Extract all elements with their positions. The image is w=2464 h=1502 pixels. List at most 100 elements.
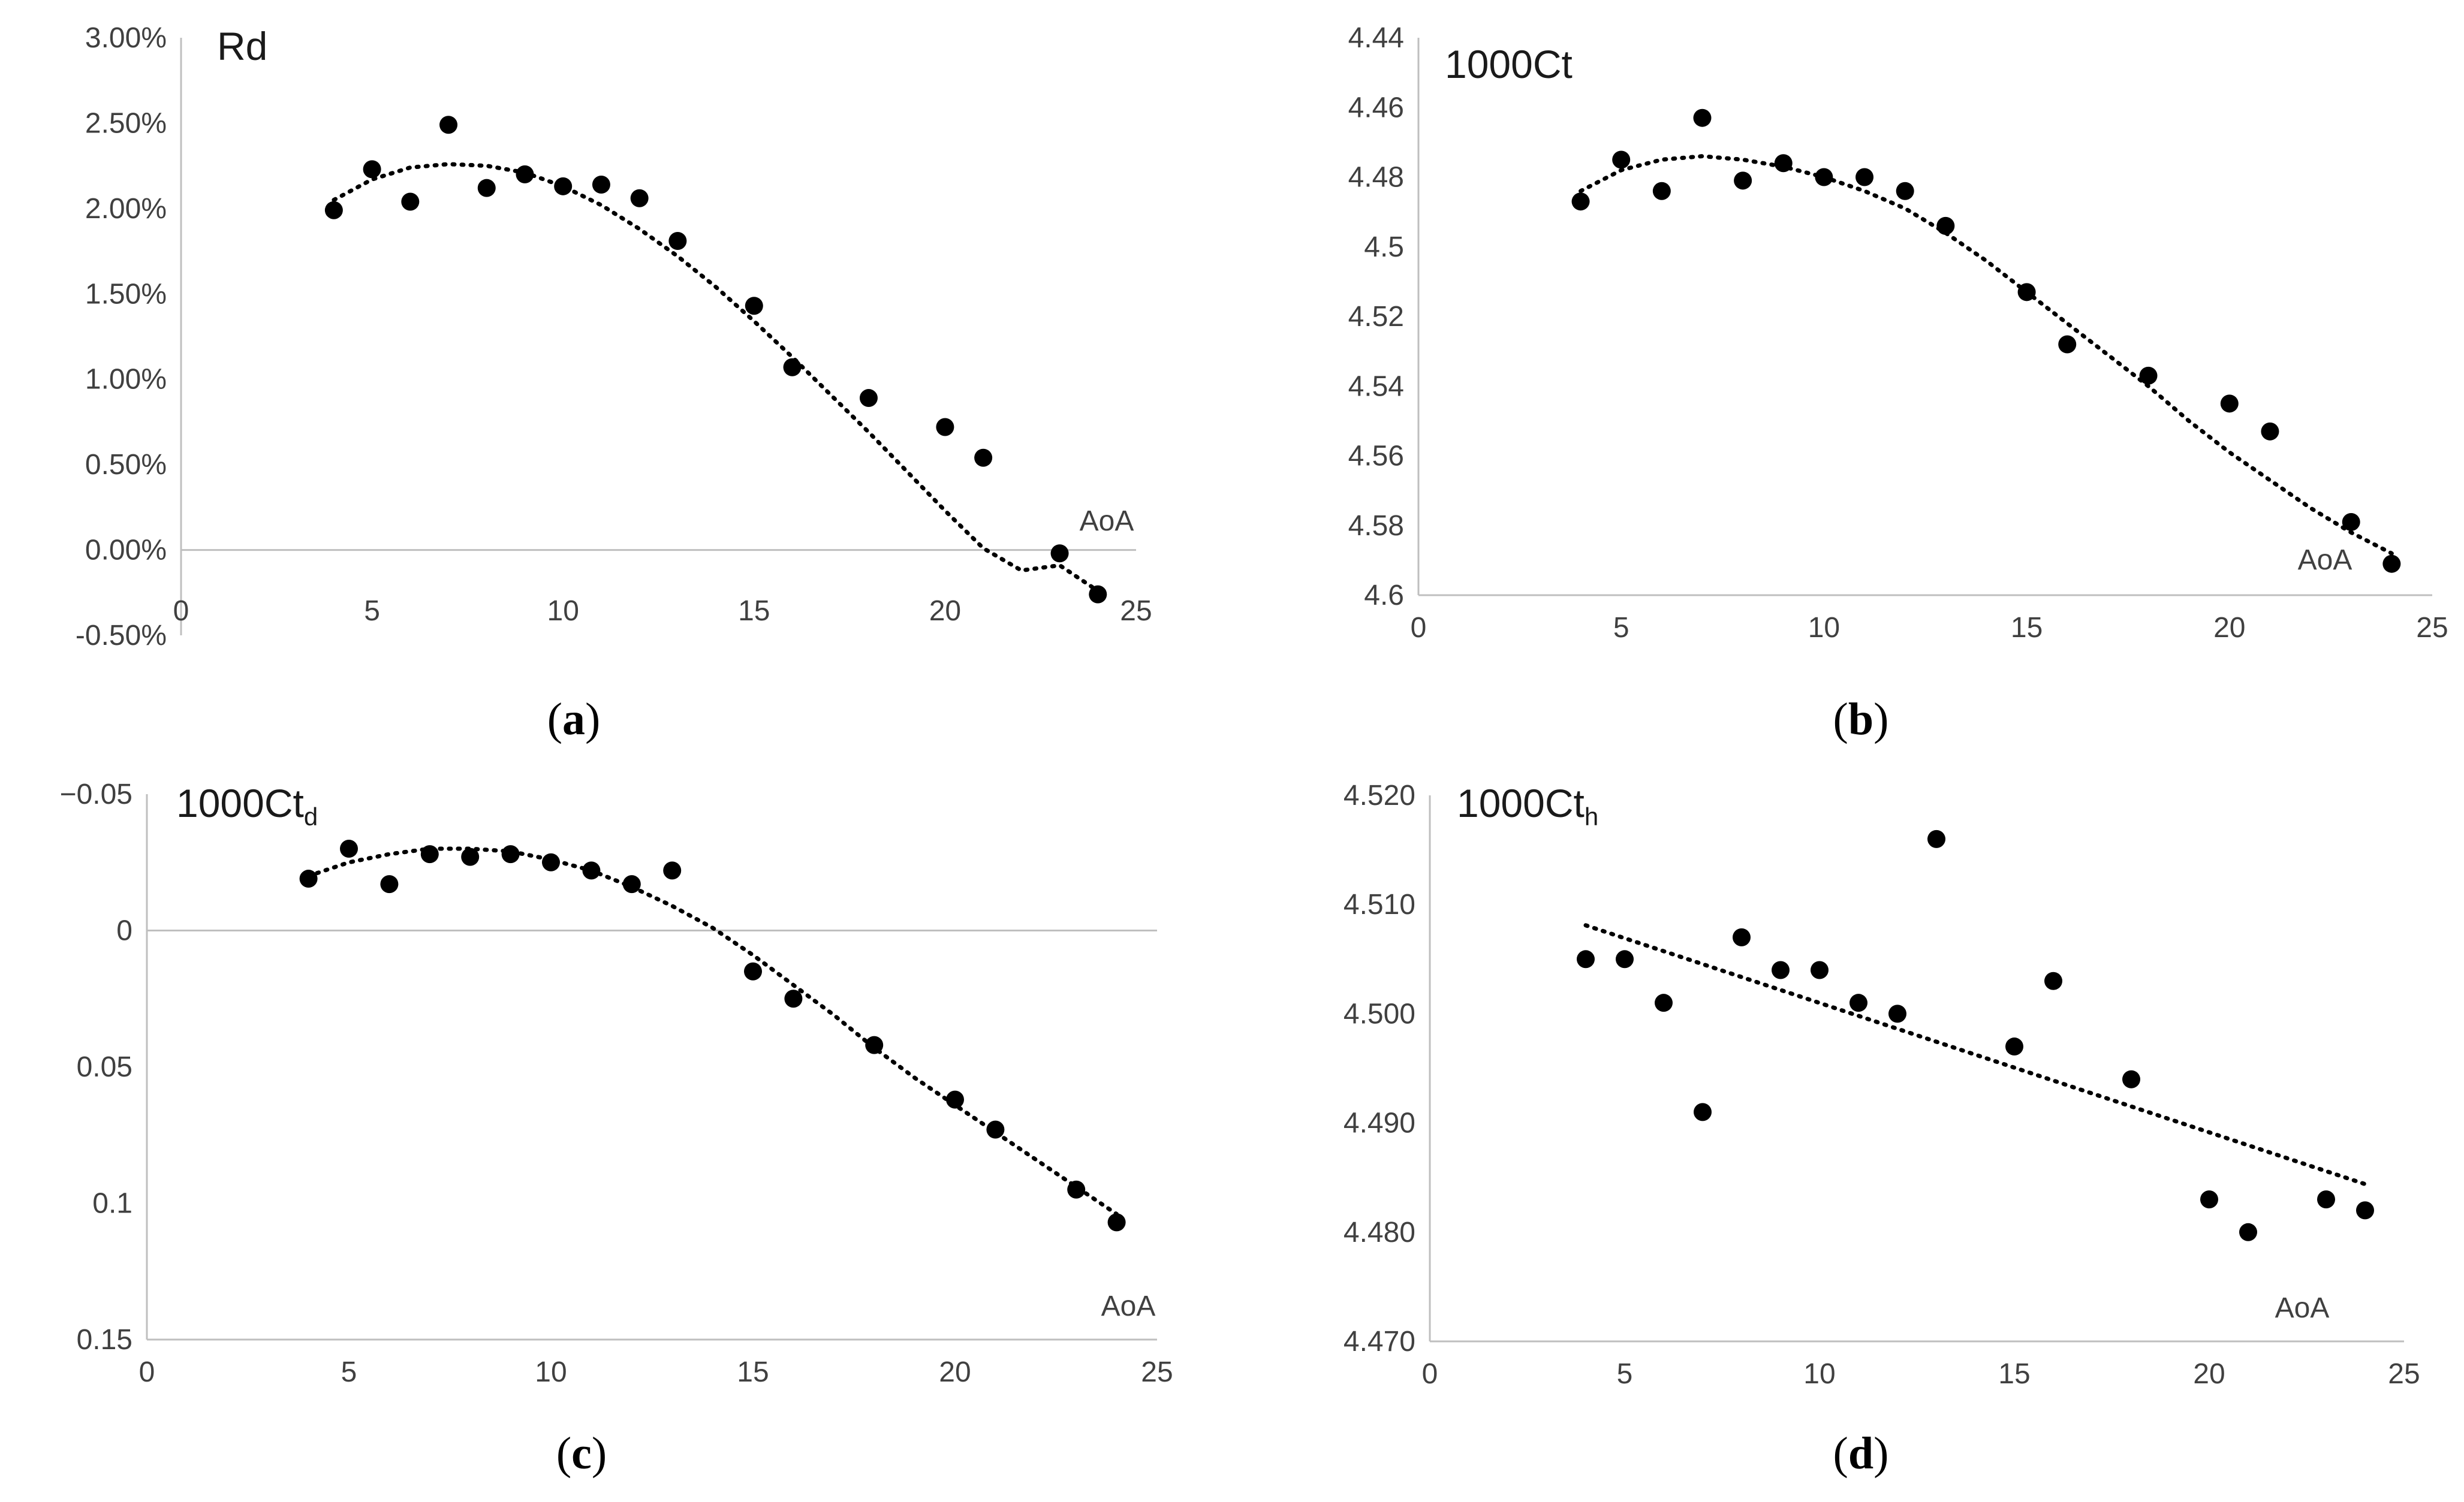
x-tick-label: 25 [1141,1356,1173,1388]
y-tick-label: −0.05 [60,779,132,810]
y-tick-label: 0 [116,915,132,947]
y-tick-label: 4.52 [1348,301,1404,333]
data-point [582,861,601,880]
y-tick-label: 4.58 [1348,510,1404,542]
data-point [324,201,343,219]
data-point [1733,928,1751,946]
y-tick-label: 4.520 [1344,780,1415,812]
x-tick-label: 5 [1613,612,1629,644]
data-point [1571,192,1590,211]
y-tick-label: 0.05 [77,1051,132,1083]
x-tick-label: 20 [2213,612,2245,644]
data-point [622,875,641,894]
data-point [1612,150,1631,169]
x-tick-label: 20 [929,595,961,627]
y-tick-label: 4.46 [1348,92,1404,123]
series-label: 1000Cth [1457,781,1598,831]
x-tick-label: 10 [1808,612,1840,644]
y-tick-label: 0.1 [92,1188,132,1220]
y-tick-label: 4.56 [1348,441,1404,472]
y-tick-label: 4.6 [1364,580,1404,611]
series-label-subscript: h [1585,803,1598,831]
x-tick-label: 0 [1422,1358,1438,1390]
y-tick-label: 1.50% [85,278,167,310]
x-tick-label: 15 [738,595,770,627]
panel-a: 3.00% 2.50% 2.00% 1.50% 1.00% 0.50% 0.00% -0.50… [76,22,1152,744]
series-label-subscript: d [304,803,318,831]
data-point [592,175,610,194]
y-tick-label: 4.490 [1344,1108,1415,1139]
x-tick-label: 10 [1803,1358,1835,1390]
data-point [1089,585,1107,604]
data-point [2139,366,2158,385]
caption-close-paren: ) [1873,694,1888,744]
caption-open-paren: ( [1833,694,1848,744]
panel-caption: (a) [547,694,601,744]
data-point [501,845,520,864]
data-point [2220,394,2239,413]
x-tick-label: 10 [547,595,579,627]
y-tick-label: 1.00% [85,364,167,396]
data-point [542,853,560,871]
x-tick-label: 15 [1998,1358,2030,1390]
data-point [1616,950,1634,969]
caption-letter: d [1848,1428,1873,1479]
x-tick-label: 15 [737,1356,769,1388]
data-point [745,297,763,315]
series-label: Rd [217,24,267,68]
data-point [401,192,420,211]
data-point [461,847,480,866]
y-tick-label: 4.44 [1348,22,1404,54]
series-label-text: 1000Ct [176,781,304,825]
y-tick-label: 4.5 [1364,231,1404,263]
y-tick-label: 4.500 [1344,998,1415,1030]
x-axis-title: AoA [2275,1292,2330,1324]
panel-caption: (d) [1833,1428,1889,1479]
data-point [516,165,534,183]
trendline [1579,154,2394,556]
y-tick-label: 4.480 [1344,1217,1415,1248]
data-point [340,840,358,858]
x-tick-label: 0 [1411,612,1427,644]
data-point [1652,182,1671,200]
panel-caption: (c) [556,1428,607,1479]
data-point [783,358,802,376]
data-point [2356,1201,2374,1220]
data-point [2122,1070,2140,1088]
data-point [744,962,762,981]
data-point [2261,422,2279,441]
x-tick-label: 25 [2388,1358,2420,1390]
y-tick-label: 4.470 [1344,1326,1415,1358]
x-tick-label: 5 [1617,1358,1633,1390]
data-point [1734,171,1752,190]
data-point [439,116,458,134]
x-tick-label: 15 [2011,612,2043,644]
x-axis-title: AoA [2298,544,2352,576]
data-point [1067,1180,1086,1199]
x-tick-label: 20 [2193,1358,2225,1390]
data-point [668,231,687,250]
data-point [380,875,399,894]
caption-close-paren: ) [585,694,600,744]
data-point [1855,168,1874,186]
data-point [1849,994,1867,1012]
data-point [1772,961,1790,979]
data-point [974,448,993,467]
series-label: 1000Ctd [176,781,318,831]
data-point [1694,1103,1712,1121]
data-point [946,1090,964,1109]
data-point [420,845,439,864]
y-tick-label: 4.54 [1348,370,1404,402]
data-point [363,160,381,179]
data-point [1577,950,1595,969]
data-point [936,418,954,436]
y-tick-label: 0.50% [85,449,167,481]
data-point [1107,1213,1126,1232]
data-point [1655,994,1673,1012]
x-tick-label: 20 [939,1356,971,1388]
caption-open-paren: ( [1833,1428,1848,1479]
data-point [1936,216,1955,235]
x-tick-label: 5 [341,1356,357,1388]
